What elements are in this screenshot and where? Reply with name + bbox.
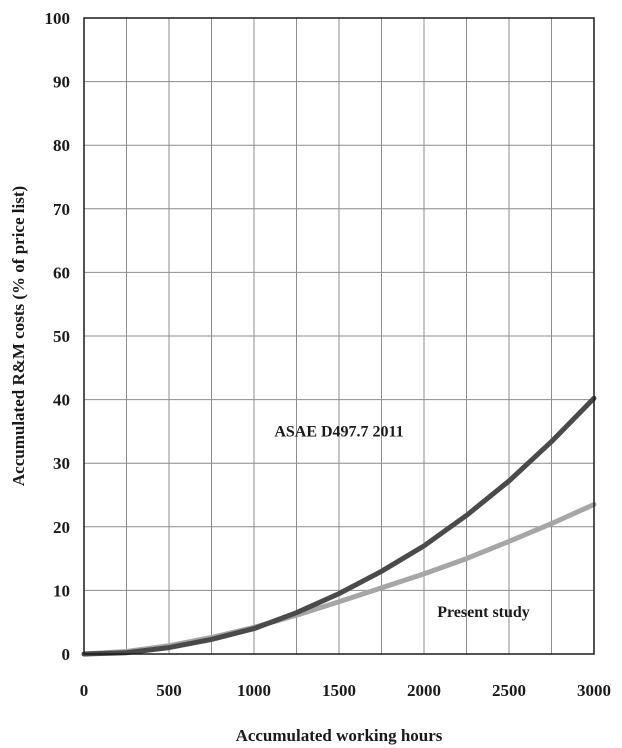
x-tick-label: 1000	[237, 681, 271, 700]
series-lines	[81, 395, 597, 657]
x-tick-label: 2000	[407, 681, 441, 700]
x-tick-label: 2500	[492, 681, 526, 700]
y-tick-label: 0	[62, 645, 71, 664]
x-tick-label: 3000	[577, 681, 611, 700]
series-label-present-study: Present study	[437, 604, 530, 621]
y-tick-label: 20	[53, 518, 70, 537]
y-tick-label: 100	[45, 9, 71, 28]
y-tick-label: 40	[53, 391, 70, 410]
series-label-asae: ASAE D497.7 2011	[274, 423, 403, 440]
y-tick-label: 50	[53, 327, 70, 346]
x-axis-label: Accumulated working hours	[236, 726, 443, 745]
y-tick-label: 10	[53, 581, 70, 600]
y-axis-label: Accumulated R&M costs (% of price list)	[9, 186, 28, 486]
x-tick-label: 0	[80, 681, 89, 700]
y-tick-label: 30	[53, 454, 70, 473]
gridlines	[84, 18, 594, 654]
y-tick-label: 80	[53, 136, 70, 155]
x-tick-labels: 0 500 1000 1500 2000 2500 3000	[80, 681, 611, 700]
plot-frame	[83, 17, 595, 655]
y-tick-label: 70	[53, 200, 70, 219]
y-tick-label: 60	[53, 263, 70, 282]
series-line-asae	[81, 395, 597, 657]
y-tick-label: 90	[53, 73, 70, 92]
x-tick-label: 1500	[322, 681, 356, 700]
x-tick-label: 500	[156, 681, 182, 700]
y-tick-labels: 0 10 20 30 40 50 60 70 80 90 100	[45, 9, 71, 664]
